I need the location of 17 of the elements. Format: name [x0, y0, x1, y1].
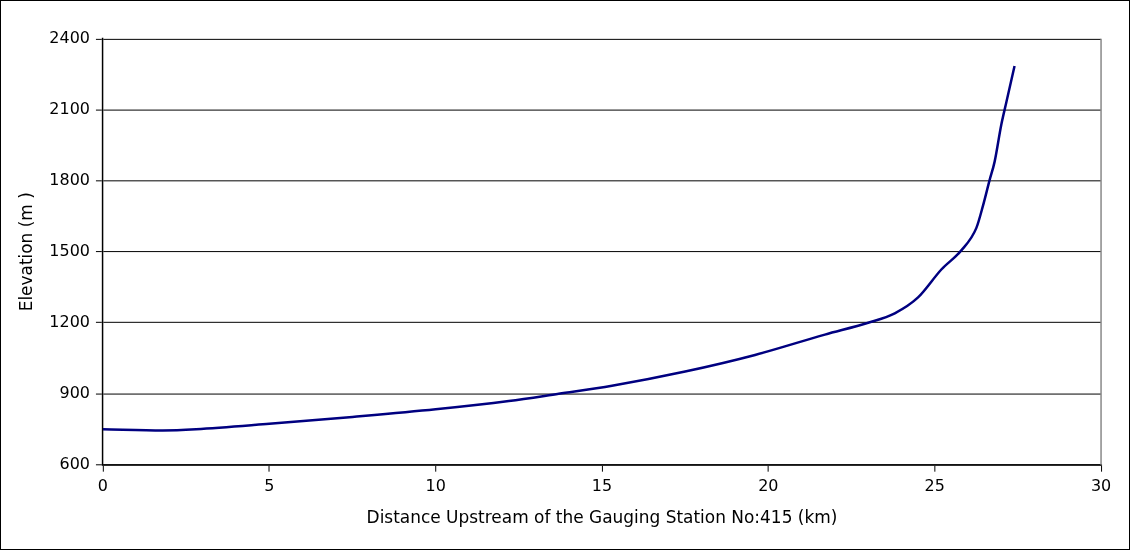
y-axis-title: Elevation (m ) — [15, 192, 36, 312]
x-tick-label: 20 — [758, 476, 779, 496]
x-tick-label: 5 — [264, 476, 275, 496]
y-tick-label: 900 — [59, 382, 90, 402]
y-tick-label: 1800 — [49, 169, 90, 189]
y-tick-label: 1200 — [49, 311, 90, 331]
y-tick-label: 2100 — [49, 98, 90, 118]
line-series — [102, 64, 1016, 432]
x-tick-label: 0 — [97, 476, 109, 496]
x-tick-label: 25 — [924, 476, 945, 496]
x-tick-label: 10 — [425, 476, 446, 496]
x-axis-title: Distance Upstream of the Gauging Station No:415 (km) — [366, 507, 838, 528]
x-tick-label: 15 — [591, 476, 613, 496]
y-tick-label: 1500 — [49, 240, 90, 260]
x-tick-label: 30 — [1090, 476, 1112, 496]
y-tick-label: 600 — [59, 453, 90, 473]
y-tick-label: 2400 — [49, 28, 90, 47]
